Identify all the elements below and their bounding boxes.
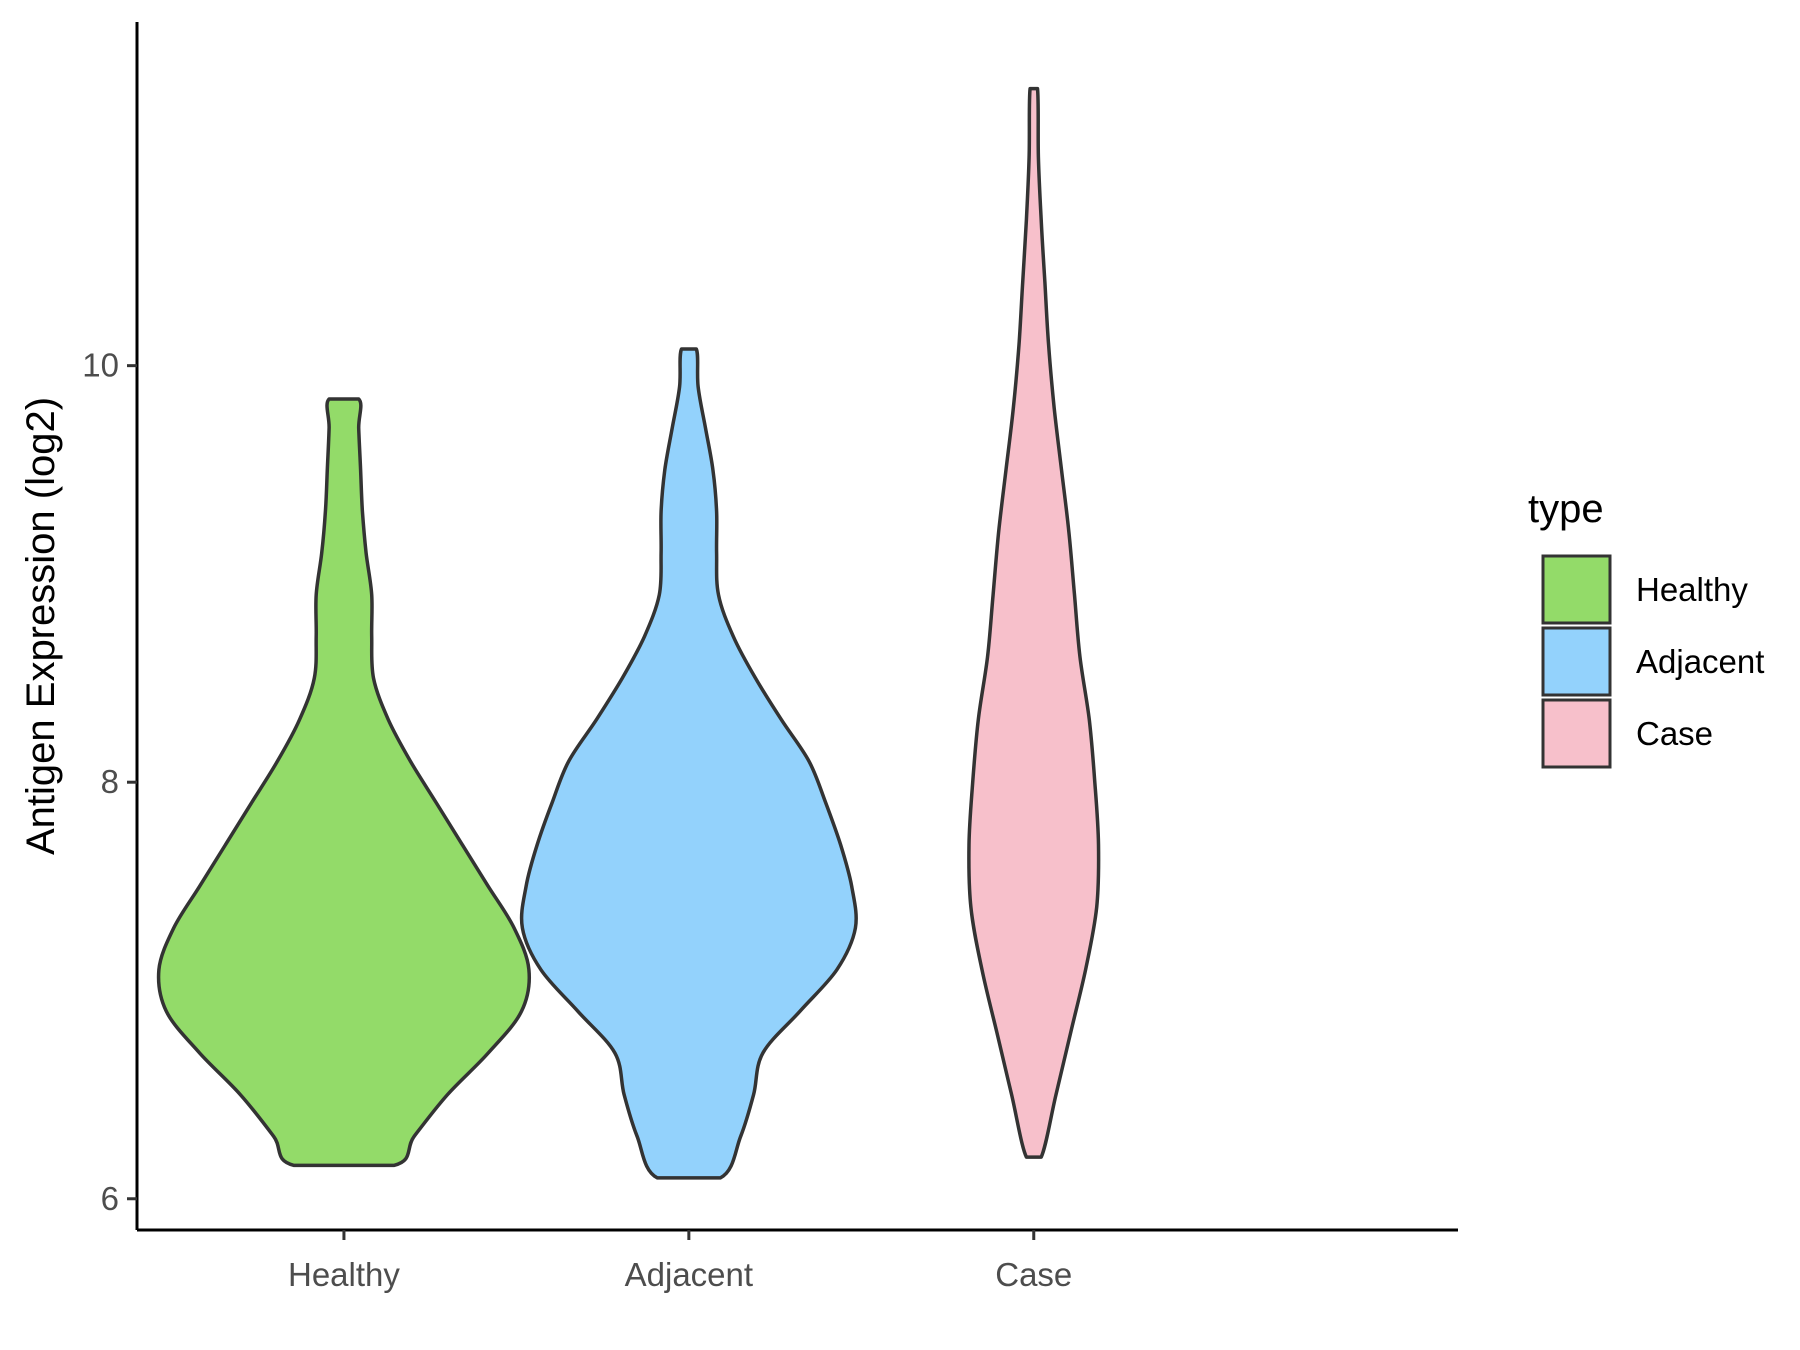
x-tick-label-adjacent: Adjacent (625, 1256, 753, 1293)
x-ticks: Healthy Adjacent Case (288, 1230, 1072, 1293)
legend-swatch-healthy (1541, 554, 1612, 625)
violin-case (967, 86, 1101, 1159)
violins (156, 86, 1101, 1180)
y-ticks: 6 8 10 (82, 347, 137, 1217)
legend-swatch-adjacent (1541, 626, 1612, 697)
legend-swatch-case (1541, 698, 1612, 769)
legend-label-adjacent: Adjacent (1636, 643, 1764, 680)
legend-entries: Healthy Adjacent Case (1541, 554, 1764, 769)
legend-label-case: Case (1636, 715, 1713, 752)
x-tick-label-case: Case (995, 1256, 1072, 1293)
y-tick-label: 8 (101, 763, 119, 800)
x-tick-label-healthy: Healthy (288, 1256, 400, 1293)
violin-adjacent (519, 347, 858, 1180)
legend: type Healthy Adjacent Case (1528, 487, 1764, 769)
violin-healthy (156, 397, 531, 1168)
legend-title: type (1528, 487, 1604, 531)
y-axis-title: Antigen Expression (log2) (19, 397, 63, 855)
y-tick-label: 10 (82, 347, 119, 384)
legend-label-healthy: Healthy (1636, 571, 1748, 608)
y-tick-label: 6 (101, 1180, 119, 1217)
